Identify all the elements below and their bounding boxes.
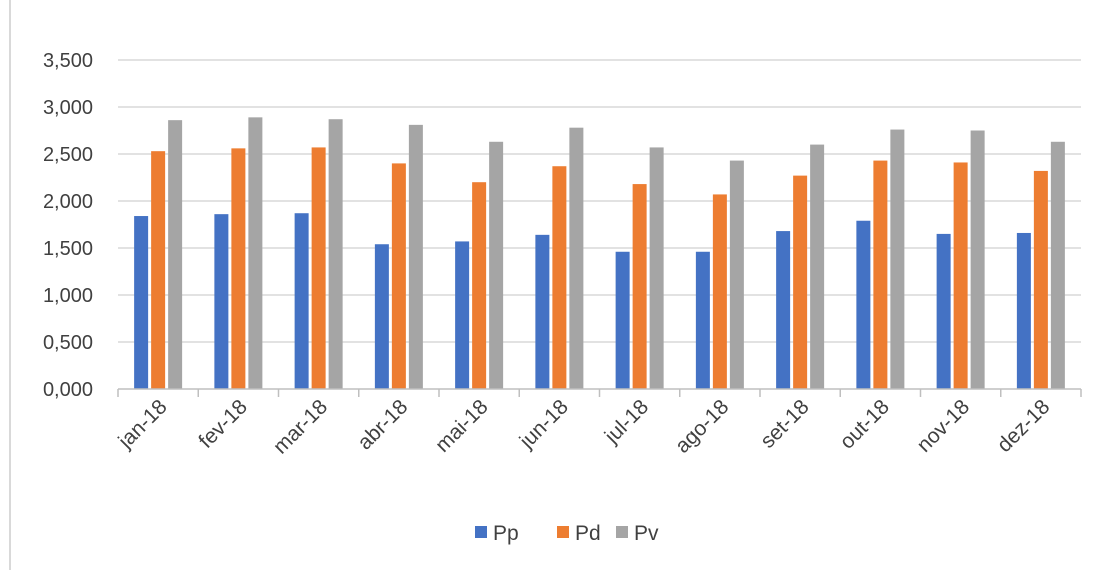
- bar-pp-set-18: [776, 231, 791, 389]
- bar-pp-nov-18: [936, 233, 951, 389]
- legend-swatch-pp: [475, 526, 487, 538]
- x-tick-label: jun-18: [515, 395, 573, 453]
- x-tick-label: set-18: [756, 395, 814, 453]
- bar-pp-abr-18: [374, 244, 389, 389]
- bar-pv-jun-18: [569, 127, 584, 390]
- legend-label-pv: Pv: [634, 522, 659, 545]
- x-tick-label: abr-18: [353, 395, 412, 454]
- bar-pp-fev-18: [214, 214, 229, 389]
- y-axis-ticks: 0,000 0,500 1,000 1,500 2,000 2,500 3,000 3,500: [43, 50, 93, 401]
- bar-pv-fev-18: [248, 117, 263, 389]
- bar-pd-ago-18: [712, 194, 727, 389]
- x-tick-label: ago-18: [671, 395, 734, 458]
- bar-pp-jan-18: [134, 216, 149, 389]
- y-tick-label: 2,500: [43, 144, 93, 166]
- bar-pp-dez-18: [1016, 232, 1031, 389]
- bar-pp-jun-18: [535, 234, 550, 389]
- legend-label-pd: Pd: [575, 522, 601, 545]
- y-tick-label: 0,500: [43, 332, 93, 354]
- bar-pd-mar-18: [311, 147, 326, 389]
- bar-pd-jun-18: [552, 166, 567, 389]
- bar-pv-dez-18: [1050, 141, 1065, 389]
- x-tick-label: nov-18: [912, 395, 974, 457]
- bar-pp-out-18: [856, 220, 871, 389]
- bar-pv-nov-18: [970, 130, 985, 389]
- gridlines: [118, 59, 1081, 343]
- bar-pd-dez-18: [1033, 170, 1048, 389]
- legend-swatch-pd: [557, 526, 569, 538]
- bar-pd-mai-18: [472, 182, 487, 389]
- legend-label-pp: Pp: [493, 522, 519, 545]
- chart-border: [9, 0, 11, 570]
- bar-pd-set-18: [793, 175, 808, 389]
- bar-pv-mai-18: [489, 141, 504, 389]
- bar-pd-nov-18: [953, 162, 968, 389]
- x-tick-label: mar-18: [269, 395, 332, 458]
- bar-pv-ago-18: [729, 160, 744, 389]
- y-tick-label: 1,000: [43, 285, 93, 307]
- bar-pd-abr-18: [391, 163, 406, 389]
- legend-swatch-pv: [616, 526, 628, 538]
- x-tick-label: out-18: [836, 395, 894, 453]
- bar-pd-jul-18: [632, 184, 647, 389]
- bar-pp-ago-18: [695, 251, 710, 389]
- bar-pp-mar-18: [294, 213, 309, 389]
- bar-pv-jul-18: [649, 147, 664, 389]
- y-tick-label: 2,000: [43, 191, 93, 213]
- bar-pv-out-18: [890, 129, 905, 389]
- bar-pv-mar-18: [328, 119, 343, 389]
- bars: [134, 117, 1065, 390]
- x-tick-label: dez-18: [993, 395, 1055, 457]
- legend: Pp Pd Pv: [475, 522, 659, 545]
- bar-pv-set-18: [810, 144, 825, 389]
- x-tick-label: jan-18: [113, 395, 171, 453]
- y-tick-label: 3,000: [43, 97, 93, 119]
- bar-pv-abr-18: [408, 124, 423, 390]
- bar-pd-fev-18: [231, 148, 246, 389]
- bar-pd-jan-18: [151, 151, 166, 389]
- y-tick-label: 3,500: [43, 50, 93, 72]
- x-axis-ticks: jan-18 fev-18 mar-18 abr-18 mai-18 jun-18 jul-…: [113, 395, 1054, 458]
- bar-pp-jul-18: [615, 251, 630, 389]
- y-tick-label: 0,000: [43, 379, 93, 401]
- bar-pp-mai-18: [455, 241, 470, 389]
- x-axis: [117, 388, 1082, 397]
- x-tick-label: jul-18: [600, 395, 653, 448]
- bar-pv-jan-18: [168, 120, 183, 389]
- x-tick-label: mai-18: [431, 395, 493, 457]
- bar-pd-out-18: [873, 160, 888, 389]
- y-tick-label: 1,500: [43, 238, 93, 260]
- x-tick-label: fev-18: [194, 395, 252, 453]
